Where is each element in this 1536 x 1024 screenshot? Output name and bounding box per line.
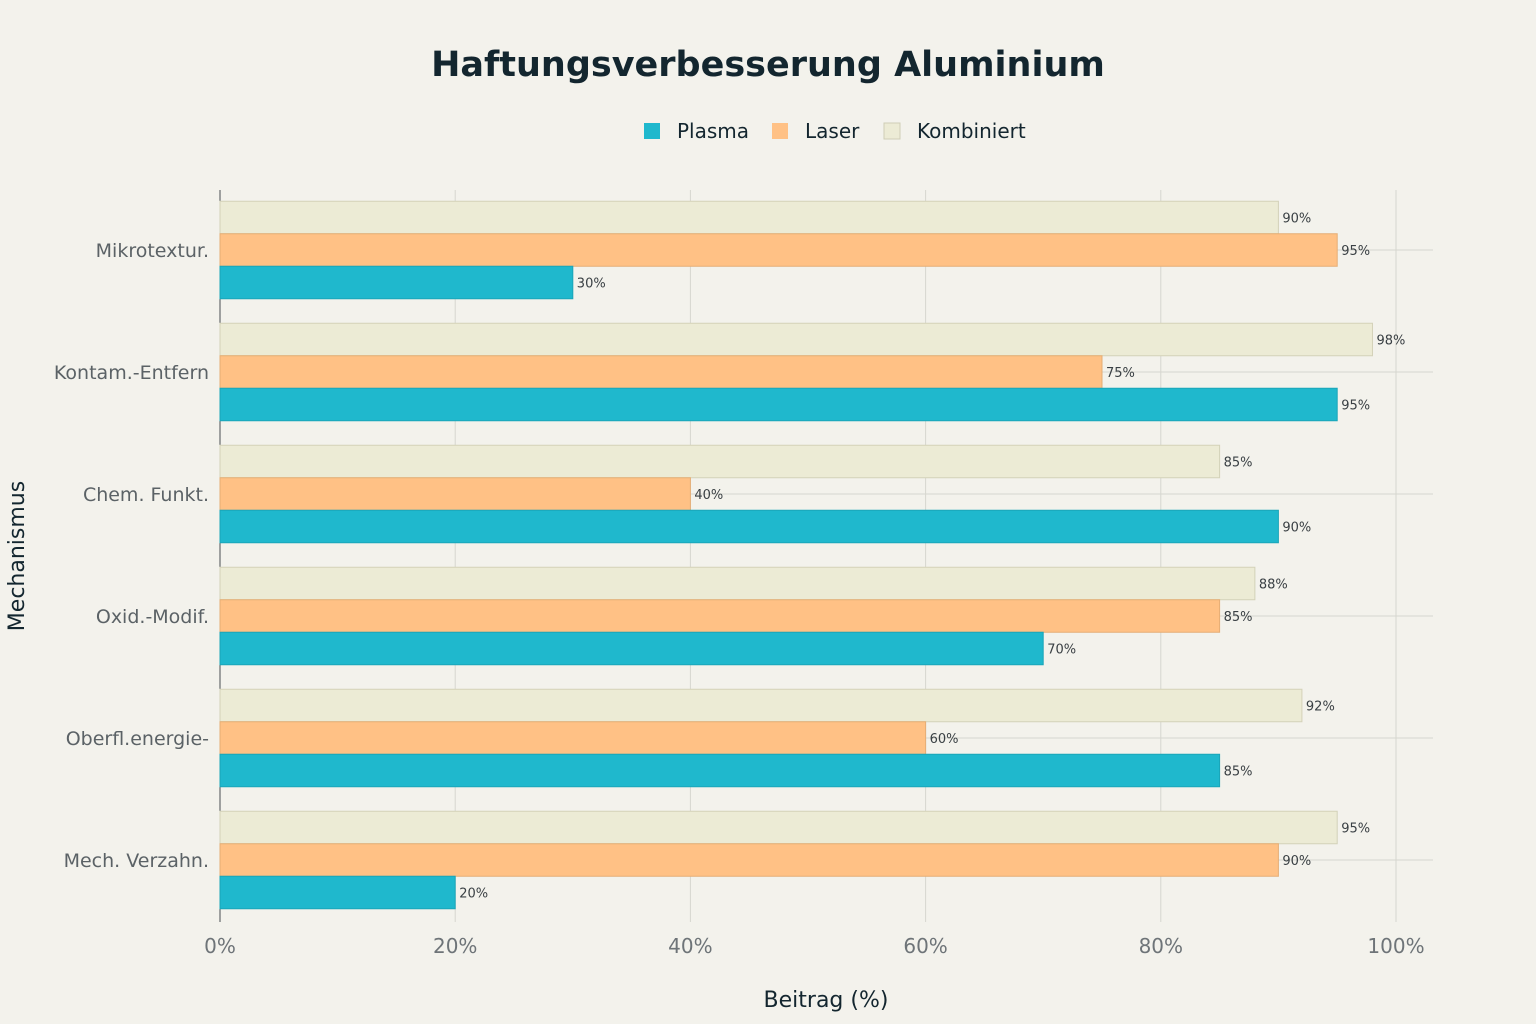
- category-labels: Mikrotextur. Kontam.-Entfern Chem. Funkt. O…: [54, 240, 209, 872]
- bar-kombiniert: [219, 200, 1279, 235]
- category-label: Chem. Funkt.: [83, 484, 209, 506]
- legend-swatch: [772, 123, 788, 139]
- legend-swatch: [644, 123, 660, 139]
- x-tick-label: 40%: [668, 934, 712, 958]
- y-axis-title: Mechanismus: [5, 481, 30, 631]
- data-label: 95%: [1341, 244, 1370, 259]
- x-axis-title: Beitrag (%): [764, 988, 889, 1013]
- data-label: 85%: [1224, 456, 1253, 471]
- legend-label: Plasma: [677, 119, 749, 143]
- bar-plasma: [219, 509, 1279, 544]
- category-label: Mikrotextur.: [96, 240, 209, 262]
- legend-item-plasma[interactable]: Plasma: [644, 119, 749, 143]
- bar-plasma: [219, 875, 456, 910]
- legend-item-kombiniert[interactable]: Kombiniert: [883, 119, 1026, 143]
- data-label: 30%: [577, 277, 606, 292]
- category-label: Mech. Verzahn.: [64, 850, 209, 872]
- bar-plasma: [219, 753, 1221, 788]
- bar-kombiniert: [219, 444, 1221, 479]
- data-label: 90%: [1282, 212, 1311, 227]
- x-tick-label: 0%: [204, 934, 236, 958]
- bar-laser: [219, 233, 1338, 267]
- category-label: Oxid.-Modif.: [96, 606, 209, 628]
- chart-title: Haftungsverbesserung Aluminium: [431, 45, 1105, 85]
- data-label: 92%: [1306, 700, 1335, 715]
- x-tick-label: 80%: [1139, 934, 1183, 958]
- data-label: 60%: [930, 732, 959, 747]
- x-tick-label: 100%: [1367, 934, 1424, 958]
- bar-laser: [219, 843, 1279, 877]
- data-label: 75%: [1106, 366, 1135, 381]
- legend: Plasma Laser Kombiniert: [644, 119, 1026, 143]
- data-label: 85%: [1224, 765, 1253, 780]
- bar-plasma: [219, 387, 1338, 422]
- data-label: 90%: [1282, 521, 1311, 536]
- data-label: 95%: [1341, 822, 1370, 837]
- data-label: 40%: [694, 488, 723, 503]
- bar-laser: [219, 721, 927, 755]
- data-label: 85%: [1224, 610, 1253, 625]
- data-label: 70%: [1047, 643, 1076, 658]
- data-label: 88%: [1259, 578, 1288, 593]
- bar-laser: [219, 477, 691, 511]
- bar-laser: [219, 355, 1103, 389]
- x-tick-label: 20%: [433, 934, 477, 958]
- x-tick-labels: 0% 20% 40% 60% 80% 100%: [204, 934, 1424, 958]
- data-label: 98%: [1376, 334, 1405, 349]
- category-label: Oberfl.energie-: [66, 728, 209, 750]
- data-label: 95%: [1341, 399, 1370, 414]
- x-tick-label: 60%: [903, 934, 947, 958]
- legend-label: Laser: [805, 119, 860, 143]
- legend-label: Kombiniert: [917, 119, 1026, 143]
- bar-kombiniert: [219, 566, 1256, 601]
- bar-kombiniert: [219, 810, 1338, 845]
- bar-plasma: [219, 631, 1044, 666]
- bar-kombiniert: [219, 688, 1303, 723]
- bar-laser: [219, 599, 1221, 633]
- data-label: 90%: [1282, 854, 1311, 869]
- data-label: 20%: [459, 887, 488, 902]
- legend-item-laser[interactable]: Laser: [772, 119, 860, 143]
- bars: 90% 95% 30% 98% 75% 95% 85% 40% 90% 88% 85% 70% 92% 6…: [219, 200, 1405, 910]
- bar-plasma: [219, 265, 574, 300]
- category-label: Kontam.-Entfern: [54, 362, 209, 384]
- bar-kombiniert: [219, 322, 1373, 357]
- legend-swatch: [883, 122, 901, 140]
